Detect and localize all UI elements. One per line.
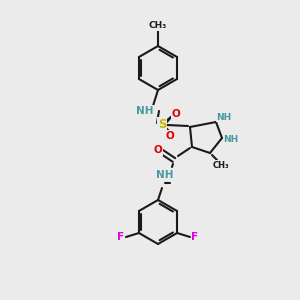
Text: F: F — [117, 232, 124, 242]
Text: O: O — [172, 109, 180, 119]
Text: F: F — [191, 232, 199, 242]
Text: O: O — [166, 131, 174, 141]
Text: S: S — [158, 118, 166, 130]
Text: NH: NH — [156, 170, 174, 180]
Text: CH₃: CH₃ — [213, 160, 229, 169]
Text: NH: NH — [224, 136, 238, 145]
Text: NH: NH — [136, 106, 154, 116]
Text: CH₃: CH₃ — [149, 22, 167, 31]
Text: O: O — [154, 145, 162, 155]
Text: NH: NH — [216, 112, 232, 122]
